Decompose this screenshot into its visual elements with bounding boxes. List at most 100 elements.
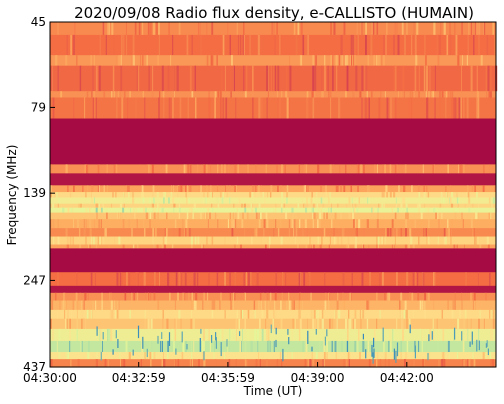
spectrum-streak [423,65,426,92]
spectrum-streak [361,65,364,92]
spectrum-streak [234,272,237,286]
spectrum-streak [167,65,170,92]
spectrum-streak [456,352,459,360]
spectrum-streak [189,185,192,193]
spectrum-streak [386,97,389,119]
spectrum-streak [102,340,103,353]
spectrum-streak [478,97,480,119]
spectrum-streak [378,55,380,66]
spectrum-streak [79,65,82,92]
spectrum-streak [390,97,392,119]
spectrum-streak [306,197,308,204]
spectrum-streak [180,185,183,193]
spectrum-streak [261,97,263,119]
spectrum-streak [257,352,260,360]
spectrum-streak [241,203,243,208]
spectrum-streak [470,318,472,329]
spectrum-streak [173,340,175,353]
spectrum-streak [211,192,213,198]
spectrum-streak [483,318,485,329]
spectrum-streak [231,228,234,237]
spectrum-streak [354,55,356,66]
spectrum-streak [179,97,182,119]
spectrum-streak [467,192,470,198]
spectrum-streak [120,55,122,66]
spectrum-speckle [203,351,205,361]
spectrum-streak [193,300,196,310]
spectrum-streak [138,22,141,35]
spectrum-streak [320,185,322,193]
spectrum-speckle [168,332,171,346]
spectrum-streak [477,236,480,245]
spectrum-streak [466,318,468,329]
spectrum-band [50,228,496,238]
spectrum-streak [268,300,270,310]
spectrum-streak [237,164,240,174]
spectrum-streak [143,272,146,286]
spectrum-streak [185,219,188,229]
spectrum-streak [280,34,282,56]
spectrum-streak [181,272,183,286]
spectrum-streak [92,65,94,92]
spectrum-streak [461,22,463,35]
spectrum-streak [306,97,309,119]
spectrum-streak [91,309,94,319]
spectrum-streak [91,309,93,319]
spectrum-streak [91,185,94,193]
spectrum-streak [442,197,445,204]
spectrum-streak [220,292,222,301]
spectrum-streak [368,97,370,119]
spectrum-streak [312,65,315,92]
spectrum-streak [170,55,172,66]
spectrum-streak [323,359,325,367]
spectrum-speckle [275,327,277,335]
spectrum-streak [314,65,317,92]
spectrum-speckle [485,343,487,348]
spectrum-streak [405,203,408,208]
spectrum-streak [265,212,267,220]
spectrum-streak [362,309,365,319]
spectrum-streak [447,328,450,341]
spectrum-streak [299,318,302,329]
spectrum-streak [219,300,221,310]
spectrum-streak [477,272,479,286]
spectrum-streak [174,300,176,310]
spectrum-speckle [96,326,98,336]
spectrum-streak [468,207,471,213]
spectrum-streak [93,91,96,98]
spectrum-streak [178,185,181,193]
spectrum-streak [315,212,319,220]
x-tick-label: 04:30:00 [23,371,77,385]
spectrum-streak [252,97,254,119]
spectrum-streak [329,318,331,329]
spectrum-streak [99,34,101,56]
spectrum-streak [401,22,404,35]
spectrum-streak [224,352,226,360]
spectrum-streak [316,192,318,198]
spectrum-streak [490,328,492,341]
spectrum-streak [470,65,473,92]
spectrum-speckle [476,339,478,352]
spectrum-streak [298,212,300,220]
spectrum-streak [401,300,403,310]
spectrum-speckle [427,352,429,361]
spectrum-streak [435,207,438,213]
spectrum-streak [368,197,370,204]
spectrum-streak [234,97,236,119]
spectrum-streak [480,55,483,66]
spectrum-streak [81,207,84,213]
spectrum-streak [345,340,348,353]
spectrum-streak [65,352,68,360]
spectrum-streak [395,197,397,204]
spectrum-band [50,185,496,193]
spectrum-streak [191,292,193,301]
spectrum-streak [362,244,365,249]
spectrum-streak [468,197,471,204]
spectrum-streak [451,219,453,229]
spectrum-streak [161,207,164,213]
spectrum-streak [158,97,160,119]
spectrum-streak [388,340,390,353]
spectrum-streak [51,91,53,98]
spectrum-streak [471,185,474,193]
spectrum-speckle [200,328,202,334]
